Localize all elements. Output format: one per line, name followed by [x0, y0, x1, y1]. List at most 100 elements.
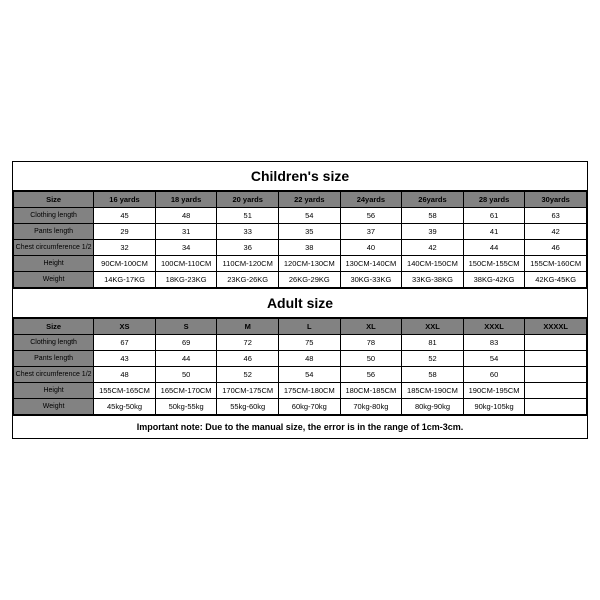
table-cell: 63 — [525, 208, 587, 224]
table-cell: 37 — [340, 224, 402, 240]
adult-row-label: Height — [14, 383, 94, 399]
table-cell: 61 — [463, 208, 525, 224]
table-cell: 34 — [155, 240, 217, 256]
table-cell: 72 — [217, 335, 279, 351]
table-cell: 30KG-33KG — [340, 272, 402, 288]
table-cell: 70kg-80kg — [340, 399, 402, 415]
table-cell: 56 — [340, 367, 402, 383]
table-cell: 180CM-185CM — [340, 383, 402, 399]
col-xxl: XXL — [402, 319, 464, 335]
table-cell: 175CM-180CM — [279, 383, 341, 399]
table-cell: 54 — [463, 351, 525, 367]
table-cell: 38KG-42KG — [463, 272, 525, 288]
table-cell: 36 — [217, 240, 279, 256]
col-24yards: 24yards — [340, 192, 402, 208]
table-cell: 33KG-38KG — [402, 272, 464, 288]
table-cell: 100CM-110CM — [155, 256, 217, 272]
table-row: Chest circumference 1/248505254565860 — [14, 367, 587, 383]
table-row: Weight14KG-17KG18KG-23KG23KG-26KG26KG-29… — [14, 272, 587, 288]
table-cell: 52 — [217, 367, 279, 383]
table-cell: 54 — [279, 208, 341, 224]
table-cell: 155CM-165CM — [94, 383, 156, 399]
children-row-label: Pants length — [14, 224, 94, 240]
table-row: Chest circumference 1/23234363840424446 — [14, 240, 587, 256]
col-20yards: 20 yards — [217, 192, 279, 208]
col-18yards: 18 yards — [155, 192, 217, 208]
table-cell: 90kg-105kg — [463, 399, 525, 415]
col-xxxxl: XXXXL — [525, 319, 587, 335]
table-cell: 41 — [463, 224, 525, 240]
children-row-label: Clothing length — [14, 208, 94, 224]
table-row: Pants length43444648505254 — [14, 351, 587, 367]
children-header-row: Size 16 yards 18 yards 20 yards 22 yards… — [14, 192, 587, 208]
table-cell: 50kg-55kg — [155, 399, 217, 415]
size-chart: Children's size Size 16 yards 18 yards 2… — [12, 161, 588, 439]
table-cell: 48 — [279, 351, 341, 367]
table-cell: 45kg-50kg — [94, 399, 156, 415]
table-cell — [525, 383, 587, 399]
table-cell: 42 — [525, 224, 587, 240]
col-size: Size — [14, 192, 94, 208]
table-cell: 185CM-190CM — [402, 383, 464, 399]
table-cell: 58 — [402, 208, 464, 224]
table-cell: 165CM-170CM — [155, 383, 217, 399]
col-28yards: 28 yards — [463, 192, 525, 208]
col-xxxl: XXXL — [463, 319, 525, 335]
table-cell: 69 — [155, 335, 217, 351]
table-cell: 130CM-140CM — [340, 256, 402, 272]
table-cell: 67 — [94, 335, 156, 351]
table-cell: 39 — [402, 224, 464, 240]
table-cell: 140CM-150CM — [402, 256, 464, 272]
table-cell: 31 — [155, 224, 217, 240]
children-size-table: Size 16 yards 18 yards 20 yards 22 yards… — [13, 191, 587, 288]
table-cell: 81 — [402, 335, 464, 351]
table-cell: 18KG-23KG — [155, 272, 217, 288]
col-m: M — [217, 319, 279, 335]
table-cell: 46 — [217, 351, 279, 367]
table-cell: 40 — [340, 240, 402, 256]
table-cell — [525, 351, 587, 367]
col-size: Size — [14, 319, 94, 335]
table-cell: 29 — [94, 224, 156, 240]
table-cell: 51 — [217, 208, 279, 224]
table-cell: 44 — [463, 240, 525, 256]
adult-size-table: Size XS S M L XL XXL XXXL XXXXL Clothing… — [13, 318, 587, 415]
table-cell: 170CM-175CM — [217, 383, 279, 399]
table-cell: 50 — [340, 351, 402, 367]
table-row: Height155CM-165CM165CM-170CM170CM-175CM1… — [14, 383, 587, 399]
col-l: L — [279, 319, 341, 335]
col-xs: XS — [94, 319, 156, 335]
table-cell — [525, 399, 587, 415]
table-cell: 83 — [463, 335, 525, 351]
col-30yards: 30yards — [525, 192, 587, 208]
table-cell: 46 — [525, 240, 587, 256]
table-cell: 48 — [155, 208, 217, 224]
children-row-label: Chest circumference 1/2 — [14, 240, 94, 256]
table-cell: 190CM-195CM — [463, 383, 525, 399]
table-row: Height90CM-100CM100CM-110CM110CM-120CM12… — [14, 256, 587, 272]
table-cell: 45 — [94, 208, 156, 224]
table-cell — [525, 367, 587, 383]
adult-size-title: Adult size — [13, 288, 587, 318]
col-s: S — [155, 319, 217, 335]
table-cell: 42 — [402, 240, 464, 256]
table-cell: 60 — [463, 367, 525, 383]
adult-row-label: Clothing length — [14, 335, 94, 351]
table-cell: 56 — [340, 208, 402, 224]
table-cell: 60kg-70kg — [279, 399, 341, 415]
table-cell: 44 — [155, 351, 217, 367]
table-cell: 52 — [402, 351, 464, 367]
col-16yards: 16 yards — [94, 192, 156, 208]
table-cell: 23KG-26KG — [217, 272, 279, 288]
table-cell: 75 — [279, 335, 341, 351]
col-xl: XL — [340, 319, 402, 335]
table-cell: 80kg-90kg — [402, 399, 464, 415]
important-note: Important note: Due to the manual size, … — [13, 415, 587, 438]
table-cell: 150CM-155CM — [463, 256, 525, 272]
adult-row-label: Pants length — [14, 351, 94, 367]
table-row: Clothing length4548515456586163 — [14, 208, 587, 224]
children-row-label: Weight — [14, 272, 94, 288]
table-cell: 33 — [217, 224, 279, 240]
table-cell: 78 — [340, 335, 402, 351]
table-cell: 38 — [279, 240, 341, 256]
